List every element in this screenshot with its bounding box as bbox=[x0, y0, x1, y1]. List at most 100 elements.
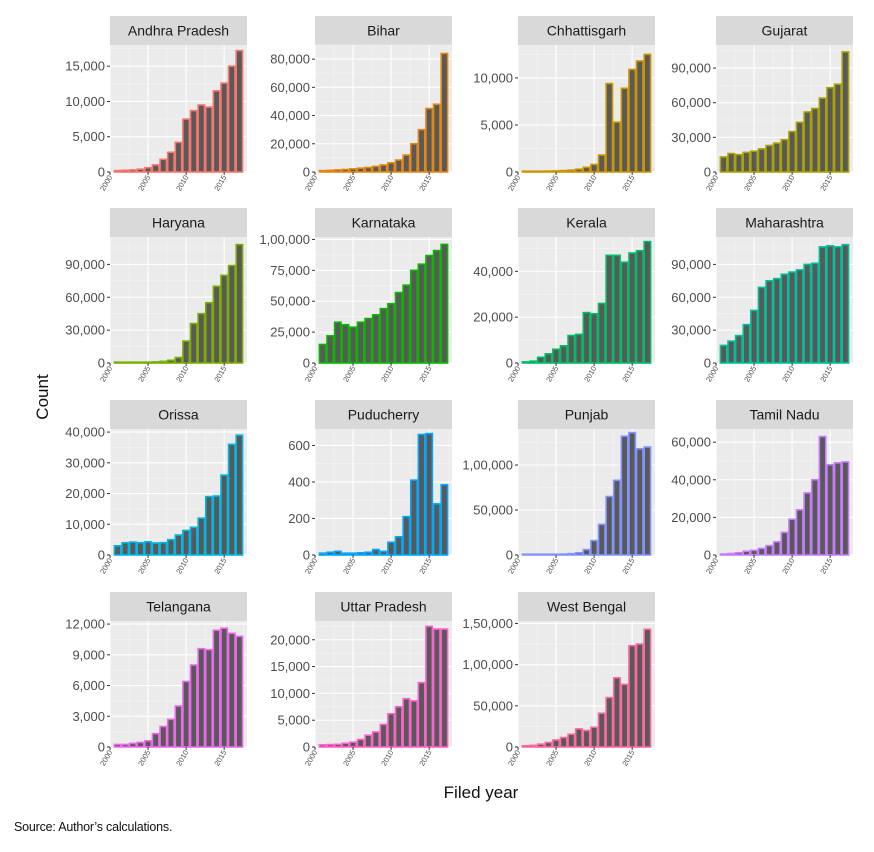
y-tick-label: 0 bbox=[98, 740, 105, 755]
strip-andhra-pradesh bbox=[110, 16, 247, 45]
bar-punjab-2001 bbox=[521, 553, 530, 556]
bar-chhattisgarh-2016 bbox=[635, 60, 644, 173]
bar-punjab-2017 bbox=[643, 446, 652, 556]
bar-andhra-pradesh-2013 bbox=[204, 106, 213, 173]
bar-andhra-pradesh-2016 bbox=[227, 65, 236, 173]
bar-haryana-2017 bbox=[235, 243, 244, 364]
x-tick-label: 2010 bbox=[174, 174, 190, 193]
bar-kerala-2016 bbox=[635, 249, 644, 364]
bar-tamil-nadu-2012 bbox=[803, 492, 812, 556]
bar-karnataka-2011 bbox=[394, 291, 403, 364]
bar-maharashtra-2006 bbox=[757, 286, 766, 364]
bar-punjab-2007 bbox=[567, 552, 576, 556]
y-tick-label: 0 bbox=[303, 165, 310, 180]
bar-haryana-2005 bbox=[144, 361, 153, 364]
bar-bihar-2015 bbox=[425, 107, 434, 173]
bar-andhra-pradesh-2001 bbox=[113, 169, 122, 173]
y-tick-label: 60,000 bbox=[671, 435, 711, 450]
bar-puducherry-2013 bbox=[409, 479, 418, 556]
bar-kerala-2012 bbox=[605, 254, 614, 364]
x-tick-label: 2015 bbox=[417, 365, 433, 384]
bar-uttar-pradesh-2008 bbox=[371, 731, 380, 748]
bar-puducherry-2007 bbox=[364, 551, 373, 556]
bar-andhra-pradesh-2014 bbox=[212, 90, 221, 173]
x-tick-label: 2015 bbox=[818, 557, 834, 576]
bar-haryana-2016 bbox=[227, 264, 236, 364]
bar-kerala-2017 bbox=[643, 240, 652, 364]
bar-telangana-2003 bbox=[128, 742, 137, 748]
y-tick-label: 30,000 bbox=[65, 323, 105, 338]
y-tick-label: 0 bbox=[506, 165, 513, 180]
bar-west-bengal-2009 bbox=[582, 729, 591, 748]
x-tick-label: 2005 bbox=[544, 365, 560, 384]
bar-orissa-2013 bbox=[204, 495, 213, 556]
bar-orissa-2004 bbox=[136, 541, 145, 556]
bar-haryana-2003 bbox=[128, 361, 137, 364]
bar-puducherry-2015 bbox=[425, 432, 434, 556]
bar-gujarat-2008 bbox=[772, 142, 781, 173]
bar-punjab-2004 bbox=[544, 553, 553, 556]
bar-karnataka-2010 bbox=[387, 302, 396, 364]
bar-maharashtra-2016 bbox=[833, 246, 842, 364]
x-tick-label: 2010 bbox=[174, 557, 190, 576]
x-tick-label: 2005 bbox=[136, 365, 152, 384]
bar-puducherry-2017 bbox=[440, 483, 449, 556]
bar-uttar-pradesh-2016 bbox=[432, 628, 441, 748]
bar-west-bengal-2015 bbox=[628, 644, 637, 748]
bar-uttar-pradesh-2004 bbox=[341, 742, 350, 748]
bar-orissa-2008 bbox=[166, 538, 175, 556]
bar-west-bengal-2004 bbox=[544, 741, 553, 748]
x-tick-label: 2010 bbox=[780, 557, 796, 576]
x-tick-label: 2010 bbox=[582, 365, 598, 384]
bar-uttar-pradesh-2015 bbox=[425, 625, 434, 748]
bar-kerala-2015 bbox=[628, 252, 637, 364]
bar-west-bengal-2007 bbox=[567, 733, 576, 748]
y-tick-label: 0 bbox=[98, 165, 105, 180]
strip-label-punjab: Punjab bbox=[565, 407, 609, 423]
y-tick-label: 50,000 bbox=[270, 294, 310, 309]
bar-west-bengal-2012 bbox=[605, 696, 614, 748]
strip-kerala bbox=[518, 208, 655, 237]
bar-west-bengal-2011 bbox=[597, 712, 606, 748]
bar-tamil-nadu-2013 bbox=[810, 478, 819, 556]
bar-karnataka-2003 bbox=[333, 321, 342, 364]
strip-label-maharashtra: Maharashtra bbox=[745, 215, 824, 231]
y-tick-label: 40,000 bbox=[671, 472, 711, 487]
x-tick-label: 2015 bbox=[620, 557, 636, 576]
bar-uttar-pradesh-2003 bbox=[333, 743, 342, 748]
x-tick-label: 2015 bbox=[818, 174, 834, 193]
y-tick-label: 80,000 bbox=[270, 52, 310, 67]
bar-uttar-pradesh-2002 bbox=[326, 743, 335, 748]
bar-karnataka-2012 bbox=[402, 284, 411, 364]
bar-orissa-2006 bbox=[151, 542, 160, 556]
bar-maharashtra-2010 bbox=[788, 271, 797, 364]
bar-uttar-pradesh-2006 bbox=[356, 738, 365, 748]
bar-andhra-pradesh-2008 bbox=[166, 151, 175, 173]
x-tick-label: 2010 bbox=[174, 365, 190, 384]
strip-haryana bbox=[110, 208, 247, 237]
y-tick-label: 1,50,000 bbox=[462, 616, 513, 631]
strip-label-andhra-pradesh: Andhra Pradesh bbox=[128, 23, 229, 39]
bar-karnataka-2008 bbox=[371, 314, 380, 364]
bar-andhra-pradesh-2017 bbox=[235, 49, 244, 173]
bar-puducherry-2010 bbox=[387, 541, 396, 556]
bar-west-bengal-2006 bbox=[559, 736, 568, 748]
bar-kerala-2004 bbox=[544, 353, 553, 364]
strip-gujarat bbox=[716, 16, 853, 45]
bar-gujarat-2016 bbox=[833, 83, 842, 173]
bar-maharashtra-2009 bbox=[780, 273, 789, 364]
bar-kerala-2005 bbox=[552, 348, 561, 364]
bar-bihar-2012 bbox=[402, 154, 411, 173]
bar-uttar-pradesh-2001 bbox=[318, 744, 327, 748]
bar-bihar-2007 bbox=[364, 166, 373, 173]
x-tick-label: 2010 bbox=[379, 174, 395, 193]
strip-west-bengal bbox=[518, 592, 655, 621]
bar-punjab-2008 bbox=[574, 551, 583, 556]
bar-telangana-2001 bbox=[113, 743, 122, 748]
y-tick-label: 200 bbox=[288, 511, 310, 526]
